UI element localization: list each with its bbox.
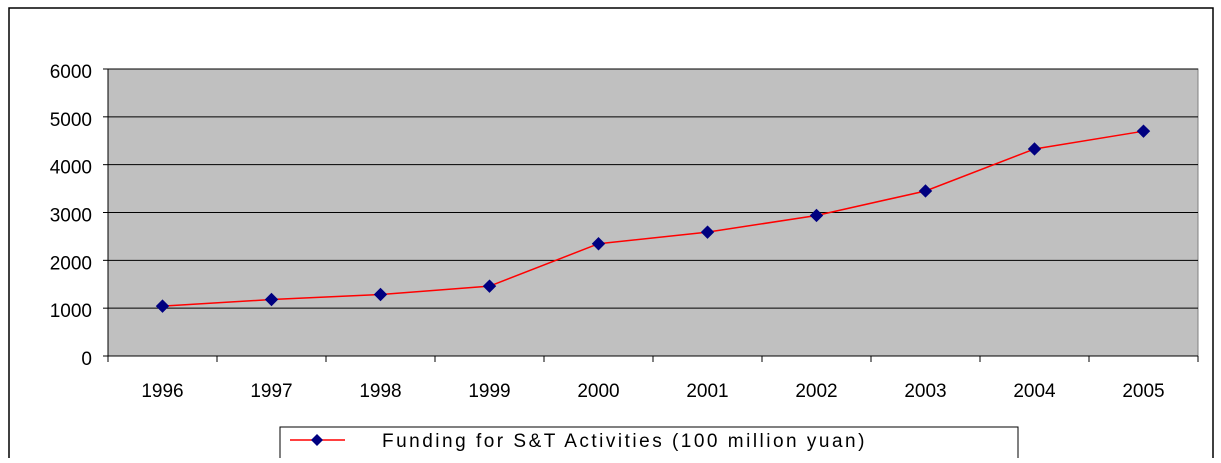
- data-point: [1136, 124, 1151, 138]
- y-tick-label: 2000: [50, 253, 92, 274]
- y-tick-label: 0: [81, 349, 92, 370]
- series-line: [162, 130, 1144, 307]
- data-point: [264, 292, 279, 307]
- x-tick-label: 1998: [359, 381, 401, 402]
- data-point: [809, 208, 824, 223]
- x-tick-label: 2002: [795, 381, 837, 402]
- y-tick-label: 5000: [50, 110, 92, 131]
- x-tick-label: 2001: [686, 381, 728, 402]
- x-tick-label: 1996: [141, 381, 183, 402]
- y-tick-label: 1000: [50, 301, 92, 322]
- data-point: [700, 225, 715, 239]
- x-tick-label: 2000: [577, 381, 619, 402]
- x-tick-label: 2004: [1013, 381, 1056, 402]
- data-point: [155, 299, 170, 313]
- y-tick-label: 6000: [50, 62, 92, 83]
- data-point: [1027, 142, 1042, 156]
- x-tick-label: 2003: [904, 381, 946, 402]
- data-point: [482, 279, 497, 293]
- x-tick-label: 1999: [468, 381, 510, 402]
- legend-box: [279, 426, 1019, 463]
- data-point: [918, 184, 933, 198]
- data-point: [373, 287, 388, 302]
- y-tick-label: 3000: [50, 206, 92, 227]
- y-tick-label: 4000: [50, 158, 92, 179]
- x-tick-label: 1997: [250, 381, 292, 402]
- legend-label: Funding for S&T Activities (100 million …: [382, 431, 867, 452]
- data-point: [591, 237, 606, 251]
- legend-marker: [311, 434, 323, 446]
- x-tick-label: 2005: [1122, 381, 1164, 402]
